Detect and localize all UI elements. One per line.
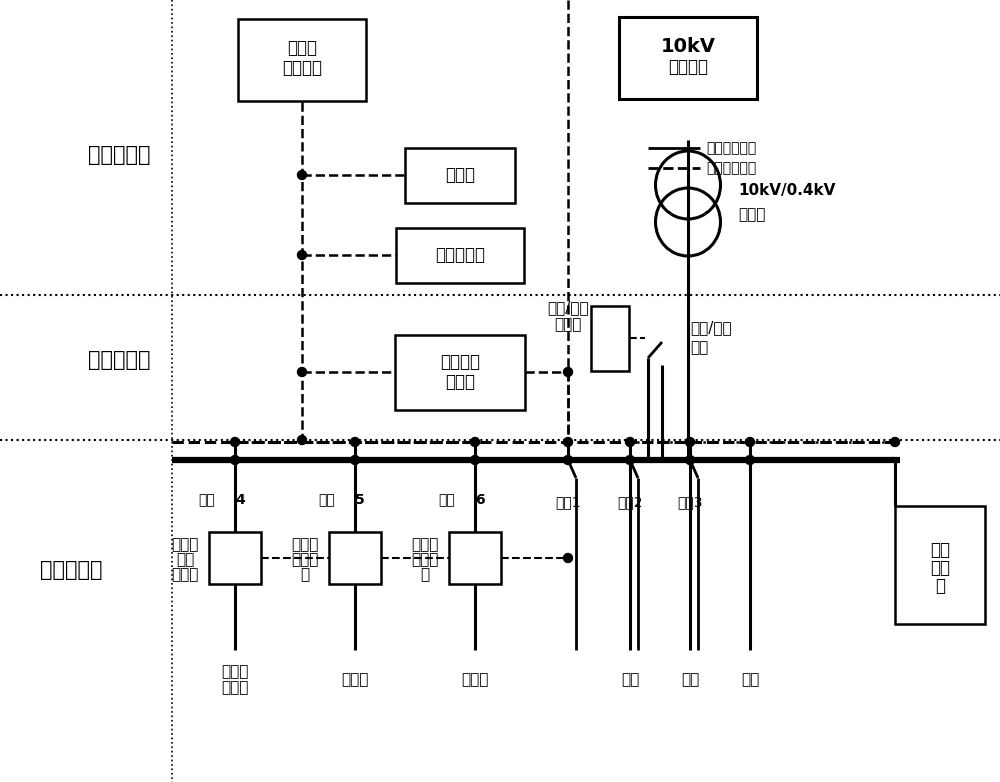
Circle shape — [564, 455, 572, 465]
Text: 开关1: 开关1 — [555, 495, 581, 509]
Circle shape — [298, 368, 306, 376]
Text: 照明: 照明 — [681, 673, 699, 687]
Text: 开关: 开关 — [690, 340, 708, 356]
Text: 器: 器 — [420, 568, 430, 583]
Text: 6: 6 — [475, 493, 485, 507]
Text: 4: 4 — [235, 493, 245, 507]
Text: 开关: 开关 — [438, 493, 455, 507]
Bar — [395, 335, 525, 410]
Bar — [895, 506, 985, 624]
Circle shape — [626, 437, 635, 447]
Text: 10kV/0.4kV: 10kV/0.4kV — [738, 182, 835, 198]
Text: 5: 5 — [355, 493, 365, 507]
Text: 分散控制层: 分散控制层 — [40, 560, 103, 580]
Text: 太阳能: 太阳能 — [221, 665, 249, 680]
Text: 控制器: 控制器 — [445, 373, 475, 391]
Text: 开关: 开关 — [198, 493, 215, 507]
Text: 配网调度: 配网调度 — [282, 59, 322, 77]
Bar — [329, 532, 381, 584]
Text: 控制: 控制 — [930, 559, 950, 577]
Text: 风力机: 风力机 — [341, 673, 369, 687]
Circle shape — [230, 437, 240, 447]
Bar — [619, 17, 757, 99]
Circle shape — [686, 455, 694, 465]
Text: 上一级: 上一级 — [287, 39, 317, 57]
Circle shape — [564, 368, 572, 376]
Text: 离网/并网: 离网/并网 — [547, 300, 589, 315]
Text: 电力传输线路: 电力传输线路 — [706, 141, 756, 155]
Bar — [209, 532, 261, 584]
Bar — [591, 306, 629, 371]
Text: 就地协调: 就地协调 — [440, 353, 480, 371]
Circle shape — [686, 437, 694, 447]
Circle shape — [564, 437, 572, 447]
Circle shape — [351, 455, 360, 465]
Text: 风力发: 风力发 — [291, 537, 319, 553]
Circle shape — [746, 455, 755, 465]
Text: 开关: 开关 — [318, 493, 335, 507]
Text: 器: 器 — [300, 568, 310, 583]
Circle shape — [471, 437, 480, 447]
Text: 电梯: 电梯 — [621, 673, 639, 687]
Circle shape — [351, 437, 360, 447]
Circle shape — [298, 170, 306, 180]
Text: 工作站: 工作站 — [445, 166, 475, 184]
Circle shape — [564, 554, 572, 562]
Text: 储能电: 储能电 — [411, 537, 439, 553]
Text: 控制器: 控制器 — [554, 317, 582, 332]
Circle shape — [746, 437, 755, 447]
Circle shape — [298, 250, 306, 260]
Circle shape — [471, 455, 480, 465]
Text: 锂电池: 锂电池 — [461, 673, 489, 687]
Text: 电控制: 电控制 — [291, 553, 319, 568]
Bar — [396, 228, 524, 282]
Text: 10kV: 10kV — [660, 37, 716, 56]
Text: 池控制: 池控制 — [411, 553, 439, 568]
Text: 微网通讯线路: 微网通讯线路 — [706, 161, 756, 175]
Text: 负荷: 负荷 — [930, 541, 950, 559]
Text: 就地协调层: 就地协调层 — [88, 350, 150, 370]
Text: 开关2: 开关2 — [617, 495, 643, 509]
Bar — [449, 532, 501, 584]
Text: 开关3: 开关3 — [677, 495, 703, 509]
Circle shape — [298, 436, 306, 444]
Text: 远程管理层: 远程管理层 — [88, 145, 150, 165]
Circle shape — [891, 437, 900, 447]
Text: 太阳能: 太阳能 — [171, 537, 199, 553]
Text: 控制器: 控制器 — [171, 568, 199, 583]
Text: 发电: 发电 — [176, 553, 194, 568]
Text: 水泵: 水泵 — [741, 673, 759, 687]
Text: 电池板: 电池板 — [221, 680, 249, 695]
Circle shape — [230, 455, 240, 465]
Text: 变压器: 变压器 — [738, 207, 765, 223]
Text: 采集服务器: 采集服务器 — [435, 246, 485, 264]
Bar — [238, 19, 366, 101]
Text: 离网/并网: 离网/并网 — [690, 321, 732, 335]
Bar — [405, 148, 515, 203]
Circle shape — [626, 455, 635, 465]
Text: 公用电网: 公用电网 — [668, 58, 708, 76]
Text: 器: 器 — [935, 577, 945, 595]
